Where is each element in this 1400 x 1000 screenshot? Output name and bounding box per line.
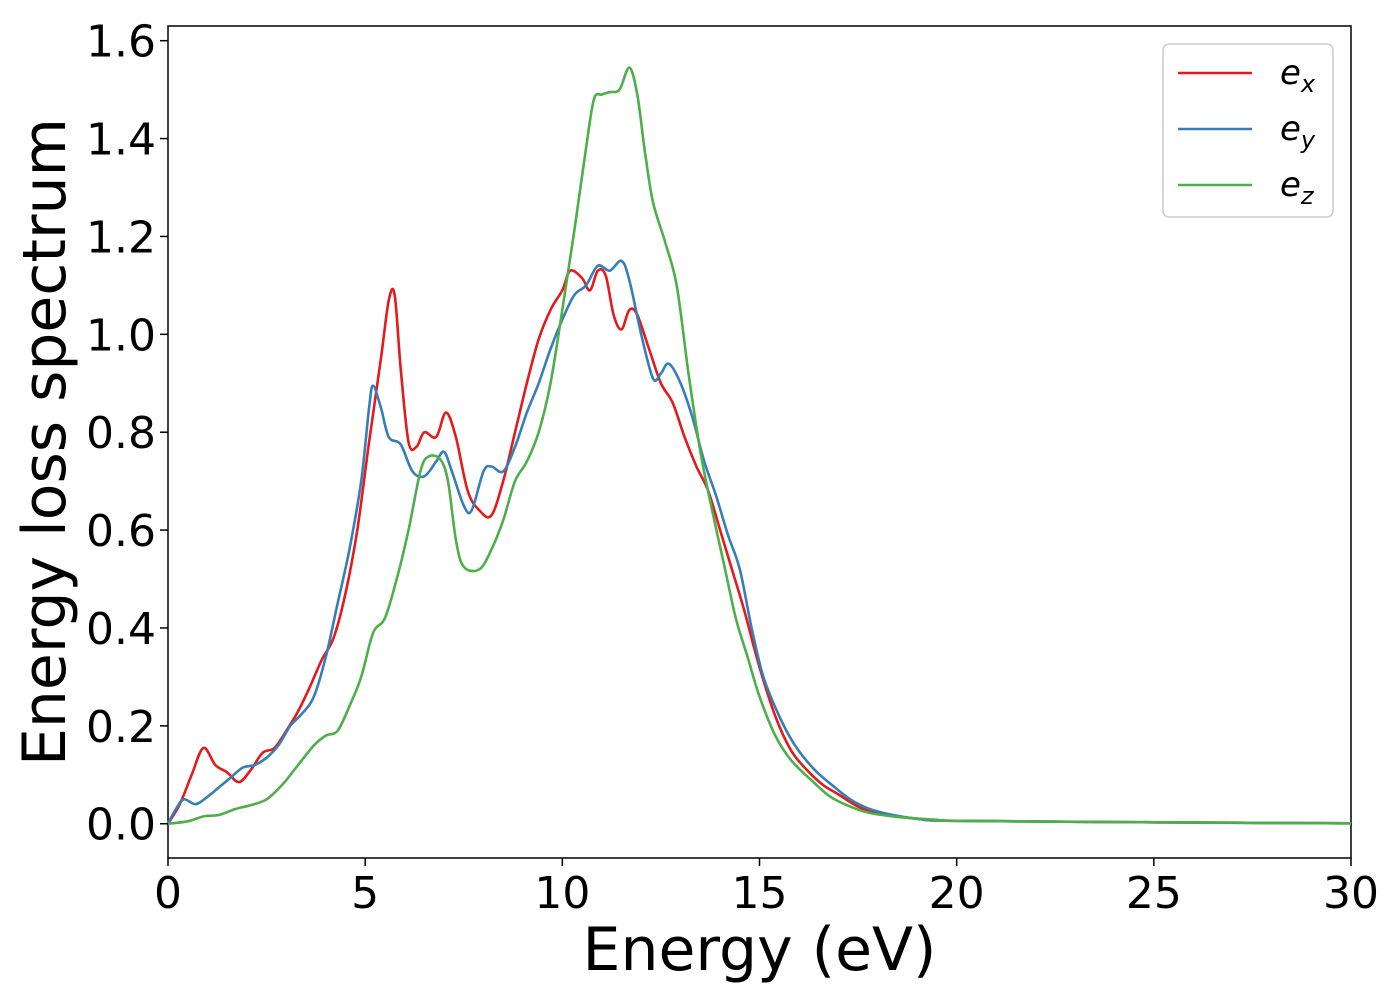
x-tick-label: 30 xyxy=(1323,868,1379,919)
y-tick-label: 1.0 xyxy=(86,310,156,361)
x-tick-label: 15 xyxy=(732,868,788,919)
y-tick-label: 0.6 xyxy=(86,506,156,557)
series-line-ex xyxy=(166,267,1352,825)
series-line-ey xyxy=(166,259,1352,825)
x-axis-title: Energy (eV) xyxy=(583,915,937,985)
x-tick-label: 25 xyxy=(1126,868,1182,919)
x-tick-label: 10 xyxy=(534,868,590,919)
series-lines xyxy=(166,66,1352,825)
y-tick-label: 1.6 xyxy=(86,17,156,68)
x-tick-label: 20 xyxy=(929,868,985,919)
x-tick-label: 5 xyxy=(351,868,379,919)
legend-label-ey: ey xyxy=(1280,109,1316,154)
y-tick-label: 0.2 xyxy=(86,702,156,753)
series-line-ez xyxy=(167,66,1352,825)
y-axis-title: Energy loss spectrum xyxy=(10,118,80,766)
y-tick-label: 0.4 xyxy=(86,604,156,655)
y-tick-label: 0.0 xyxy=(86,800,156,851)
x-tick-label: 0 xyxy=(154,868,182,919)
legend-box xyxy=(1162,43,1334,218)
y-tick-label: 0.8 xyxy=(86,408,156,459)
axis-ticks: 0 5 10 15 20 25 30 0.0 0.2 0.4 0.6 0.8 1.0 1.2 1.4 1.6 xyxy=(86,17,1379,919)
y-tick-label: 1.2 xyxy=(86,212,156,263)
y-tick-label: 1.4 xyxy=(86,115,156,166)
